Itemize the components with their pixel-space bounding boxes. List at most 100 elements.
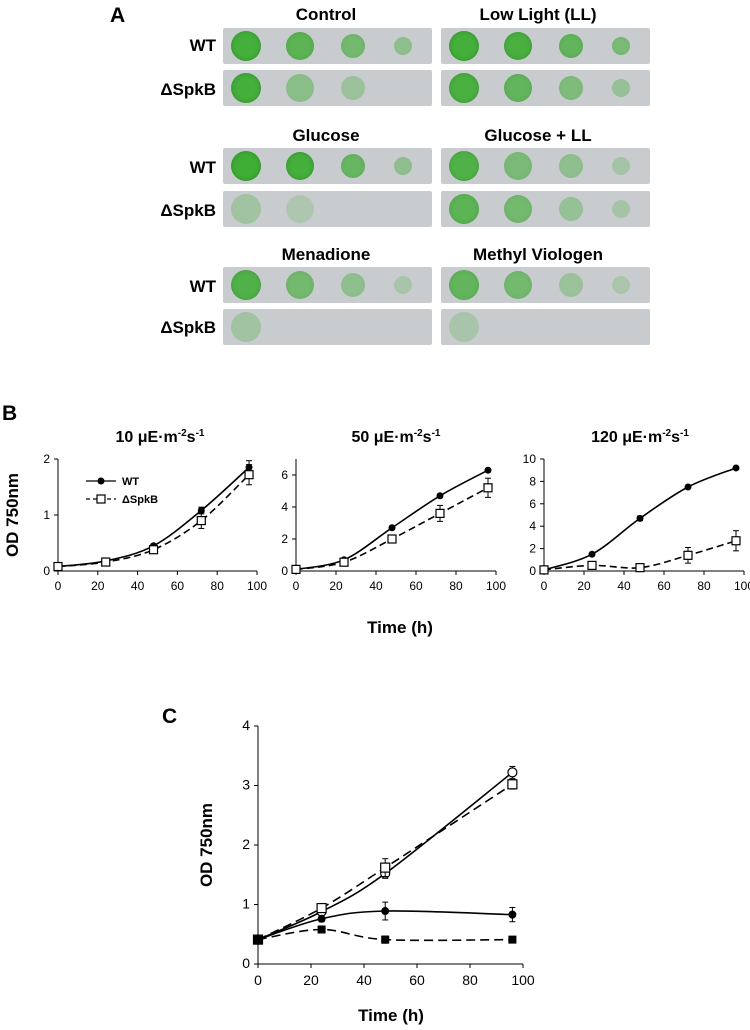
- y-tick-label: 1: [43, 508, 50, 522]
- x-tick-label: 60: [409, 972, 425, 988]
- colony-spot: [231, 194, 261, 224]
- x-tick-label: 100: [734, 579, 750, 593]
- condition-title-glucose: Glucose: [292, 126, 360, 145]
- agar-plate: [441, 148, 650, 184]
- y-tick-label: 4: [281, 500, 288, 514]
- colony-spot: [341, 273, 365, 297]
- agar-plate: [441, 28, 650, 64]
- data-point: [317, 914, 326, 923]
- y-tick-label: 4: [529, 519, 536, 533]
- data-point: [381, 935, 390, 944]
- data-point: [244, 470, 254, 480]
- data-point: [684, 483, 692, 491]
- x-tick-label: 20: [577, 579, 591, 593]
- x-tick-label: 100: [486, 579, 506, 593]
- row-label-wt: WT: [189, 277, 216, 296]
- data-point: [635, 563, 645, 573]
- colony-spot: [559, 197, 583, 221]
- y-tick-label: 8: [529, 474, 536, 488]
- y-tick-label: 3: [242, 777, 250, 793]
- y-tick-label: 0: [529, 564, 536, 578]
- colony-spot: [449, 151, 479, 181]
- data-point: [636, 514, 644, 522]
- x-axis-label-b: Time (h): [367, 618, 433, 637]
- x-tick-label: 40: [356, 972, 372, 988]
- colony-spot: [231, 31, 261, 61]
- data-point: [507, 767, 518, 778]
- agar-plate: [441, 267, 650, 303]
- data-point: [683, 550, 693, 560]
- data-point: [381, 907, 390, 916]
- colony-spot: [612, 200, 630, 218]
- x-tick-label: 60: [409, 579, 423, 593]
- colony-spot: [231, 73, 261, 103]
- y-tick-label: 6: [529, 497, 536, 511]
- colony-spot: [559, 154, 583, 178]
- data-point: [587, 560, 597, 571]
- data-point: [387, 534, 397, 544]
- condition-title-low-light: Low Light (LL): [479, 5, 597, 24]
- x-tick-label: 20: [91, 579, 105, 593]
- x-tick-label: 0: [55, 579, 62, 593]
- colony-spot: [286, 152, 314, 180]
- colony-spot: [449, 270, 479, 300]
- x-tick-label: 100: [511, 972, 535, 988]
- colony-spot: [341, 154, 365, 178]
- x-tick-label: 20: [303, 972, 319, 988]
- legend-label: ΔSpkB: [122, 494, 158, 506]
- x-tick-label: 60: [657, 579, 671, 593]
- panel-c-letter: C: [162, 705, 178, 728]
- colony-spot: [449, 31, 479, 61]
- colony-spot: [449, 312, 479, 342]
- condition-title-glucose-ll: Glucose + LL: [484, 126, 592, 145]
- y-axis-label-b: OD 750nm: [3, 473, 22, 557]
- series-line: [257, 928, 513, 942]
- agar-plate: [223, 267, 432, 303]
- condition-title-methyl-viologen: Methyl Viologen: [472, 245, 604, 264]
- x-tick-label: 40: [617, 579, 631, 593]
- colony-spot: [341, 34, 365, 58]
- x-tick-label: 40: [369, 579, 383, 593]
- agar-plate: [223, 148, 432, 184]
- series-line: [57, 474, 250, 568]
- colony-spot: [559, 273, 583, 297]
- x-tick-label: 0: [541, 579, 548, 593]
- colony-spot: [612, 79, 630, 97]
- colony-spot: [286, 271, 314, 299]
- colony-spot: [394, 276, 412, 294]
- y-tick-label: 1: [242, 896, 250, 912]
- data-point: [588, 550, 596, 558]
- condition-title-menadione: Menadione: [281, 245, 371, 264]
- colony-spot: [341, 76, 365, 100]
- row-label-wt: WT: [189, 158, 216, 177]
- x-tick-label: 20: [329, 579, 343, 593]
- series-line: [295, 469, 489, 571]
- data-point: [484, 466, 492, 474]
- y-tick-label: 4: [242, 717, 250, 733]
- data-point: [388, 524, 396, 532]
- data-point: [508, 910, 517, 919]
- colony-spot: [504, 152, 532, 180]
- data-point: [97, 477, 105, 485]
- agar-plate: [441, 309, 650, 345]
- row-label-spkb: ΔSpkB: [160, 80, 216, 99]
- data-point: [508, 935, 517, 944]
- colony-spot: [449, 194, 479, 224]
- colony-spot: [394, 157, 412, 175]
- condition-title-control: Control: [295, 5, 357, 24]
- y-tick-label: 2: [43, 452, 50, 466]
- colony-spot: [559, 34, 583, 58]
- row-label-spkb: ΔSpkB: [160, 201, 216, 220]
- colony-spot: [449, 73, 479, 103]
- series-line: [257, 783, 513, 941]
- chart-title: 10 μE·m-2s-1: [116, 428, 205, 446]
- colony-spot: [504, 32, 532, 60]
- colony-spot: [286, 195, 314, 223]
- chart-title: 120 μE·m-2s-1: [591, 428, 689, 446]
- x-tick-label: 80: [449, 579, 463, 593]
- data-point: [101, 557, 111, 567]
- agar-plate: [223, 28, 432, 64]
- data-point: [732, 464, 740, 472]
- colony-spot: [286, 32, 314, 60]
- data-point: [196, 515, 206, 526]
